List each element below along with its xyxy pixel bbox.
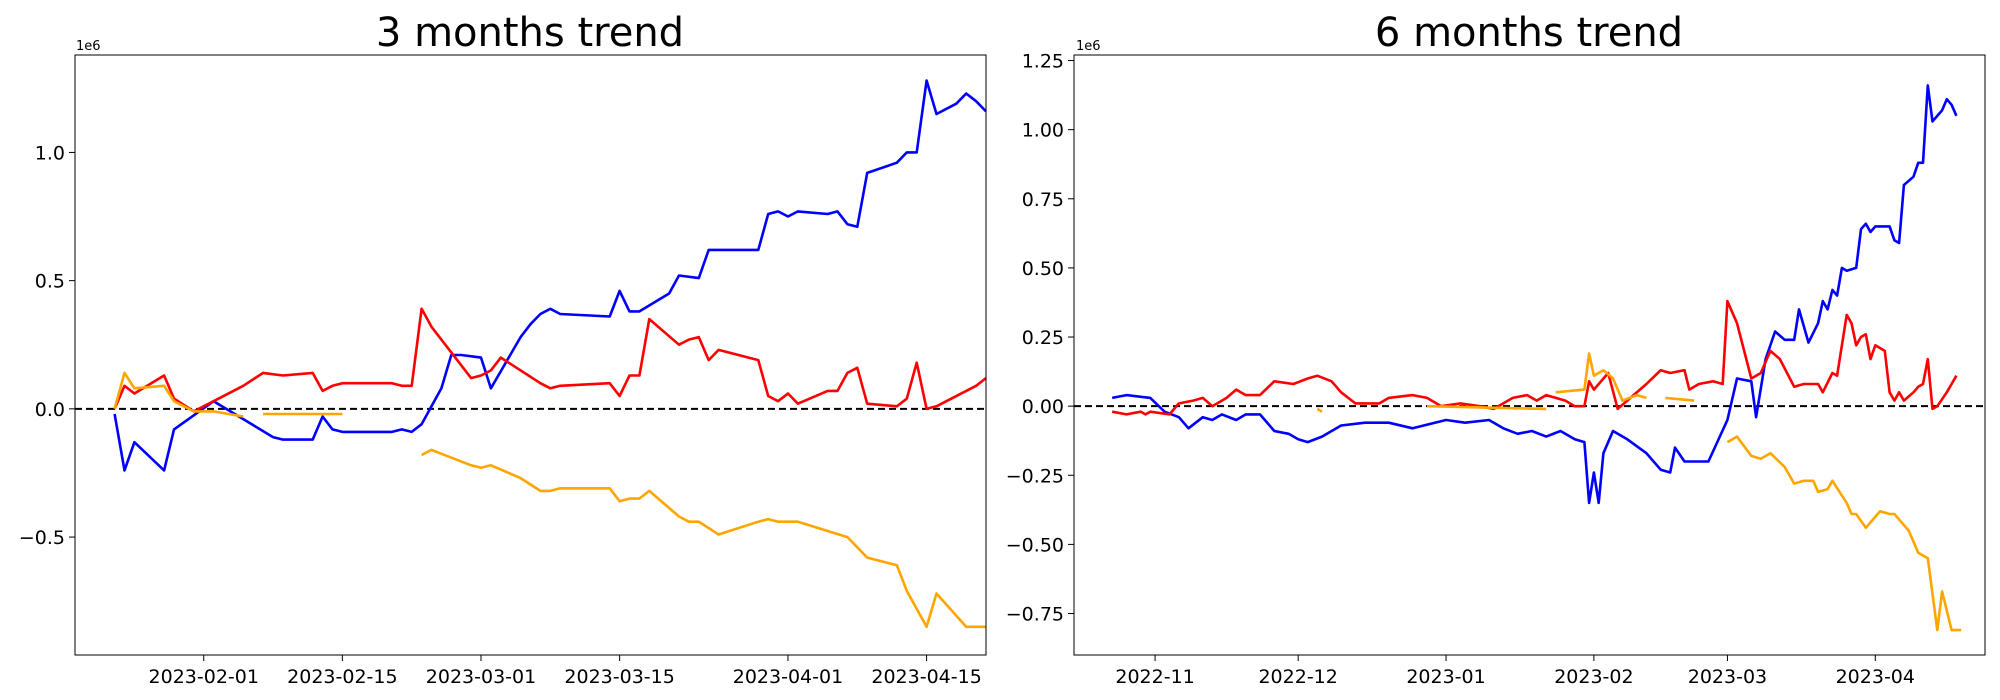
y-tick-label: 1.00 [1022,120,1064,142]
y-tick-label: 1.0 [35,142,65,164]
y-tick-label: 0.5 [35,271,65,293]
x-tick-label: 2023-01 [1406,666,1485,688]
x-tick-label: 2023-02 [1554,666,1633,688]
x-axis-ticks: 2022-11 2022-12 2023-01 2023-02 2023-03 2023-… [1115,655,1915,688]
x-tick-label: 2023-03 [1688,666,1767,688]
x-tick-label: 2023-04-15 [871,666,981,688]
plot-area [1074,84,1985,632]
axes-frame [1073,54,1986,656]
x-axis-ticks: 2023-02-01 2023-02-15 2023-03-01 2023-03-15… [149,655,982,688]
y-axis-ticks: −0.75 −0.50 −0.25 0.00 0.25 0.50 0.75 1.00 1.25 [1006,51,1074,626]
y-tick-label: −0.75 [1006,604,1064,626]
y-tick-label: 0.75 [1022,189,1064,211]
x-tick-label: 2022-11 [1115,666,1194,688]
y-tick-label: 0.50 [1022,258,1064,280]
x-tick-label: 2023-02-01 [149,666,259,688]
y-tick-label: 1.25 [1022,51,1064,73]
x-tick-label: 2023-03-01 [426,666,536,688]
x-tick-label: 2023-03-15 [564,666,674,688]
x-tick-label: 2023-04-01 [733,666,843,688]
series-line-2-segment-1 [113,307,987,413]
series-line-1-segment-1 [1111,84,1958,505]
series-line-2-segment-1 [1111,299,1958,416]
series-line-3-segment-4 [1665,396,1695,402]
y-axis-ticks: −0.5 0.0 0.5 1.0 [19,142,75,549]
y-tick-label: 0.25 [1022,327,1064,349]
y-tick-label: 0.0 [35,399,65,421]
chart-title: 6 months trend [1375,10,1683,56]
x-tick-label: 2022-12 [1258,666,1337,688]
series-line-3-segment-3 [421,448,986,629]
series-line-3-segment-1 [113,371,244,418]
series-line-3-segment-2 [1426,404,1547,411]
y-tick-label: −0.50 [1006,534,1064,556]
series-line-3-segment-1 [1316,407,1323,413]
chart-6-months-trend: 6 months trend 1e6 2022-11 2022-12 2023-01… [1006,10,1986,688]
series-line-3-segment-5 [1726,435,1962,632]
y-tick-label: 0.00 [1022,396,1064,418]
series-line-1-segment-1 [113,79,987,472]
y-tick-label: −0.5 [19,527,65,549]
plot-area [75,79,987,629]
axis-offset-label: 1e6 [76,39,101,54]
axis-offset-label: 1e6 [1076,39,1101,54]
chart-3-months-trend: 3 months trend 1e6 2023-02-01 2023-02-15 2… [19,10,987,688]
x-tick-label: 2023-02-15 [287,666,397,688]
series-line-3-segment-3 [1555,352,1647,402]
y-tick-label: −0.25 [1006,465,1064,487]
axes-frame [74,54,987,656]
x-tick-label: 2023-04 [1836,666,1915,688]
chart-title: 3 months trend [376,10,684,56]
